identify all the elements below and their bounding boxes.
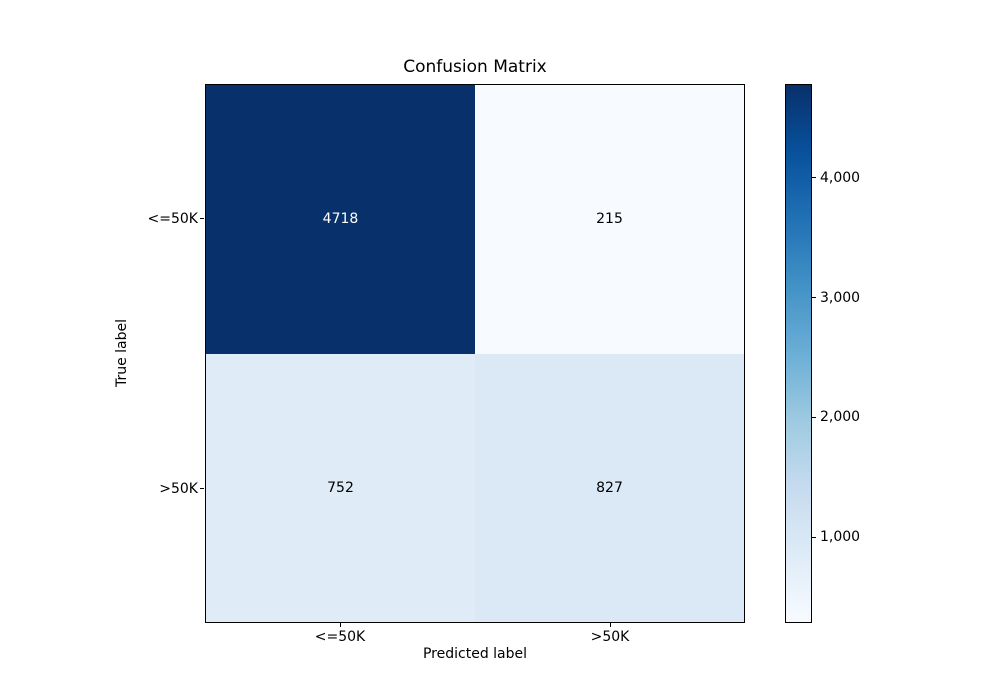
matrix-cell-true-gt50k-pred-gt50k: 827 [475, 353, 744, 622]
matrix-cell-true-le50k-pred-le50k: 4718 [206, 85, 475, 354]
colorbar-tick-label: 2,000 [820, 409, 861, 426]
colorbar-tick-mark [812, 416, 816, 418]
matrix-cell-true-gt50k-pred-le50k: 752 [206, 353, 475, 622]
x-axis-label: Predicted label [422, 646, 528, 662]
matrix-cell-true-le50k-pred-gt50k: 215 [475, 85, 744, 354]
y-tick-mark-gt50k [200, 488, 204, 489]
colorbar-tick-3000: 3,000 [812, 290, 860, 306]
colorbar-tick-mark [812, 177, 816, 179]
chart-title: Confusion Matrix [403, 57, 547, 77]
colorbar-tick-1000: 1,000 [812, 529, 860, 545]
x-tick-label-le50k: <=50K [314, 629, 366, 645]
heatmap-cell-grid: 4718 215 752 827 [206, 85, 744, 622]
colorbar-tick-4000: 4,000 [812, 170, 860, 186]
y-tick-mark-le50k [200, 218, 204, 219]
colorbar-tick-label: 3,000 [820, 289, 861, 306]
x-tick-label-gt50k: >50K [590, 629, 630, 645]
colorbar-tick-2000: 2,000 [812, 409, 860, 425]
colorbar-tick-label: 1,000 [820, 529, 861, 546]
colorbar-tick-mark [812, 536, 816, 538]
colorbar-tick-mark [812, 297, 816, 299]
colorbar [785, 84, 812, 623]
y-axis-label: True label [114, 318, 130, 388]
y-tick-label-le50k: <=50K [147, 211, 198, 227]
colorbar-gradient [786, 85, 811, 622]
colorbar-tick-label: 4,000 [820, 169, 861, 186]
x-tick-mark-le50k [340, 623, 341, 627]
x-tick-mark-gt50k [610, 623, 611, 627]
heatmap-axes: 4718 215 752 827 [205, 84, 745, 623]
y-tick-label-gt50k: >50K [159, 481, 198, 497]
